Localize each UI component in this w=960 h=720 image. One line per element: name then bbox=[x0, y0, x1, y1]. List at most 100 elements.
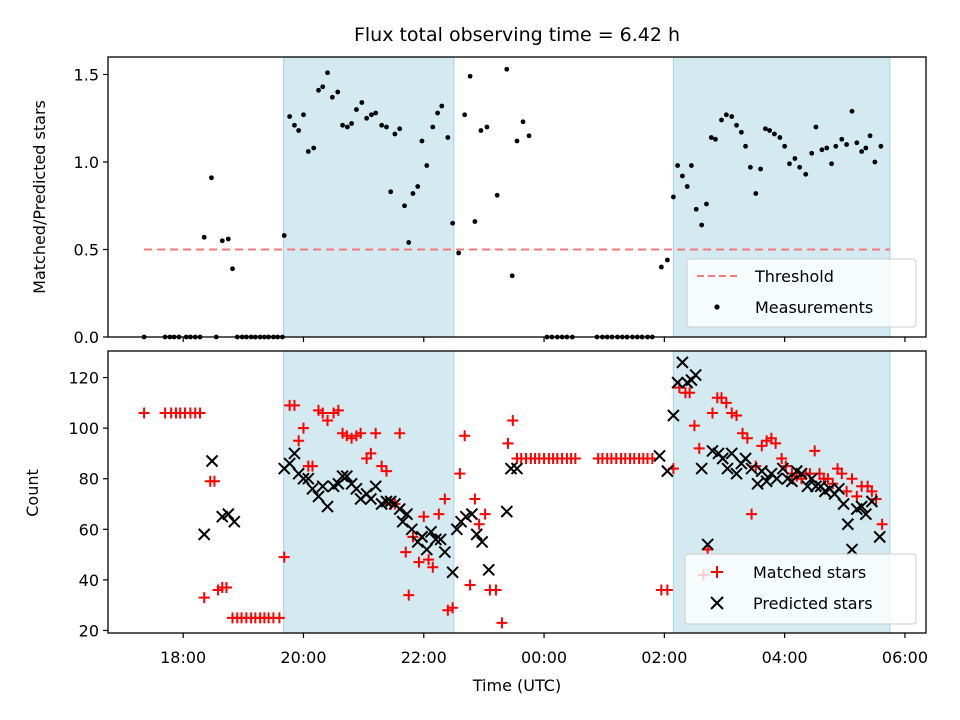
measurements-point bbox=[445, 135, 451, 140]
measurements-point bbox=[819, 147, 825, 153]
matched-stars-point bbox=[317, 407, 329, 419]
measurements-point bbox=[520, 119, 526, 125]
measurements-point bbox=[859, 149, 865, 154]
matched-stars-point bbox=[502, 437, 514, 449]
measurements-point bbox=[734, 122, 739, 128]
measurements-point bbox=[738, 129, 744, 135]
matched-stars-point bbox=[376, 460, 388, 472]
predicted-stars-point bbox=[873, 530, 886, 544]
measurements-point bbox=[287, 114, 293, 119]
measurements-point bbox=[849, 108, 855, 114]
measurements-point bbox=[772, 131, 777, 137]
measurements-point bbox=[763, 126, 768, 132]
matched-stars-point bbox=[756, 440, 768, 452]
predicted-stars-point bbox=[855, 500, 868, 513]
predicted-stars-point bbox=[429, 533, 443, 546]
matched-stars-point bbox=[328, 407, 340, 419]
matched-stars-point bbox=[693, 442, 705, 454]
matched-stars-point bbox=[716, 392, 727, 404]
predicted-stars-point bbox=[470, 528, 483, 541]
chart-title: Flux total observing time = 6.42 h bbox=[354, 24, 680, 46]
matched-stars-point bbox=[706, 407, 718, 419]
matched-stars-point bbox=[490, 584, 502, 596]
predicted-stars-legend-icon bbox=[710, 596, 724, 610]
predicted-stars-legend-label: Predicted stars bbox=[753, 594, 873, 613]
matched-stars-point bbox=[400, 546, 412, 558]
matched-stars-point bbox=[876, 518, 888, 530]
matched-stars-point bbox=[827, 478, 839, 490]
matched-stars-legend-icon bbox=[711, 566, 723, 578]
matched-stars-point bbox=[439, 493, 451, 505]
matched-stars-point bbox=[403, 589, 415, 601]
measurements-point bbox=[219, 238, 225, 244]
matched-stars-point bbox=[770, 437, 782, 449]
predicted-stars-point bbox=[405, 523, 418, 536]
measurements-point bbox=[863, 145, 869, 151]
measurements-point bbox=[704, 201, 709, 207]
x-tick-label: 18:00 bbox=[160, 648, 206, 667]
matched-stars-point bbox=[365, 447, 377, 459]
predicted-stars-point bbox=[701, 538, 714, 551]
matched-stars-point bbox=[346, 432, 358, 444]
matched-stars-point bbox=[750, 460, 762, 472]
matched-stars-point bbox=[418, 511, 430, 523]
measurements-point bbox=[410, 191, 416, 196]
x-tick-label: 06:00 bbox=[882, 648, 928, 667]
predicted-stars-point bbox=[424, 525, 438, 539]
matched-stars-point bbox=[454, 468, 466, 480]
matched-stars-point bbox=[741, 432, 753, 444]
measurements-point bbox=[419, 138, 425, 144]
predicted-stars-point bbox=[482, 563, 495, 576]
matched-stars-point bbox=[459, 430, 471, 442]
measurements-point bbox=[462, 112, 468, 118]
predicted-stars-point bbox=[396, 515, 409, 528]
predicted-stars-point bbox=[837, 497, 850, 511]
measurements-point bbox=[478, 128, 484, 133]
measurements-point bbox=[230, 266, 235, 272]
predicted-stars-point bbox=[364, 492, 378, 506]
matched-stars-point bbox=[307, 460, 318, 472]
measurements-point bbox=[792, 156, 798, 161]
measurements-point bbox=[829, 161, 834, 167]
matched-stars-point bbox=[273, 612, 285, 624]
matched-stars-point bbox=[194, 407, 206, 419]
measurements-point bbox=[693, 206, 699, 212]
matched-stars-point bbox=[341, 430, 353, 442]
threshold-legend-label: Threshold bbox=[754, 267, 834, 286]
matched-stars-point bbox=[809, 445, 821, 457]
matched-stars-legend-label: Matched stars bbox=[753, 563, 866, 582]
predicted-stars-point bbox=[510, 462, 524, 475]
counts-legend: Matched stars Predicted stars bbox=[684, 553, 917, 625]
measurements-point bbox=[415, 184, 421, 189]
matched-stars-point bbox=[684, 387, 696, 399]
matched-stars-point bbox=[866, 485, 878, 497]
predicted-stars-point bbox=[198, 528, 211, 541]
predicted-stars-point bbox=[450, 523, 464, 536]
matched-stars-point bbox=[737, 427, 749, 439]
matched-stars-point bbox=[447, 602, 459, 614]
matched-stars-point bbox=[469, 493, 481, 505]
measurements-point bbox=[430, 124, 436, 130]
matched-stars-point bbox=[198, 592, 210, 604]
predicted-stars-point bbox=[755, 464, 769, 478]
measurements-point bbox=[349, 121, 354, 126]
predicted-stars-point bbox=[841, 518, 855, 531]
predicted-stars-point bbox=[721, 462, 734, 475]
matched-stars-point bbox=[507, 415, 519, 427]
predicted-stars-point bbox=[845, 543, 859, 556]
measurements-point bbox=[359, 100, 365, 105]
measurements-point bbox=[753, 191, 759, 196]
observing-window-shade bbox=[283, 56, 455, 338]
measurements-point bbox=[320, 84, 326, 90]
predicted-stars-point bbox=[446, 566, 459, 579]
predicted-stars-point bbox=[283, 457, 296, 470]
measurements-point bbox=[397, 126, 403, 132]
matched-stars-point bbox=[761, 435, 773, 447]
measurements-point bbox=[484, 124, 490, 130]
predicted-stars-point bbox=[809, 480, 823, 493]
y-tick-label: 100 bbox=[68, 419, 99, 438]
predicted-stars-point bbox=[438, 545, 452, 559]
measurements-point bbox=[844, 142, 850, 147]
y-tick-label: 40 bbox=[79, 571, 99, 590]
measurements-point bbox=[450, 220, 456, 226]
